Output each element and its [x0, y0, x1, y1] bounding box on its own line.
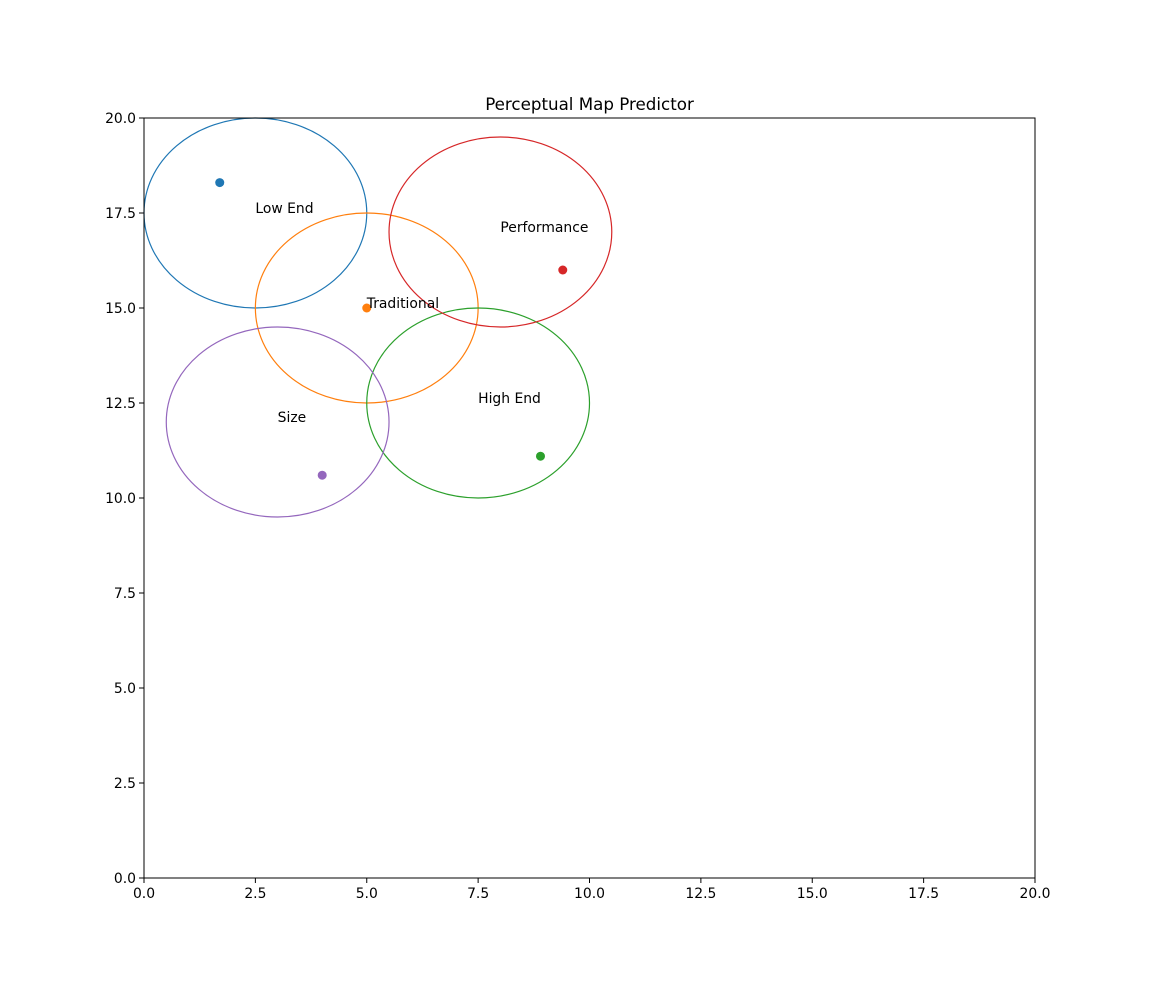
segment-circle	[165, 326, 390, 518]
x-tick-label: 17.5	[908, 886, 939, 902]
y-tick-label: 10.0	[105, 491, 136, 507]
x-tick-label: 2.5	[244, 886, 266, 902]
segment-label: Size	[278, 410, 307, 426]
x-tick-label: 20.0	[1020, 886, 1051, 902]
y-tick-label: 0.0	[114, 871, 136, 887]
y-tick-label: 15.0	[105, 301, 136, 317]
y-tick-label: 12.5	[105, 396, 136, 412]
product-point	[317, 470, 327, 480]
segment-circle	[366, 307, 591, 499]
product-point	[535, 451, 545, 461]
y-tick-label: 2.5	[114, 776, 136, 792]
x-tick-label: 15.0	[797, 886, 828, 902]
x-tick-label: 12.5	[685, 886, 716, 902]
x-tick-label: 10.0	[574, 886, 605, 902]
y-axis: 0.0 2.5 5.0 7.5 10.0 12.5 15.0 17.5 20.0	[105, 111, 144, 887]
x-axis: 0.0 2.5 5.0 7.5 10.0 12.5 15.0 17.5 20.0	[133, 878, 1051, 902]
product-point	[558, 265, 568, 275]
segment-label: Low End	[255, 201, 313, 217]
y-tick-label: 7.5	[114, 586, 136, 602]
segment-label: Traditional	[366, 296, 439, 312]
x-tick-label: 0.0	[133, 886, 155, 902]
y-tick-label: 20.0	[105, 111, 136, 127]
product-point	[215, 178, 225, 188]
x-tick-label: 7.5	[467, 886, 489, 902]
product-point	[362, 303, 372, 313]
segment-label: Performance	[500, 220, 588, 236]
x-tick-label: 5.0	[356, 886, 378, 902]
chart-title: Perceptual Map Predictor	[485, 94, 694, 114]
plot-area: Low End Traditional High End Performance Siz…	[143, 117, 613, 518]
plot-frame	[143, 117, 1036, 879]
y-tick-label: 17.5	[105, 206, 136, 222]
segment-label: High End	[478, 391, 541, 407]
segment-circle	[388, 136, 613, 328]
y-tick-label: 5.0	[114, 681, 136, 697]
